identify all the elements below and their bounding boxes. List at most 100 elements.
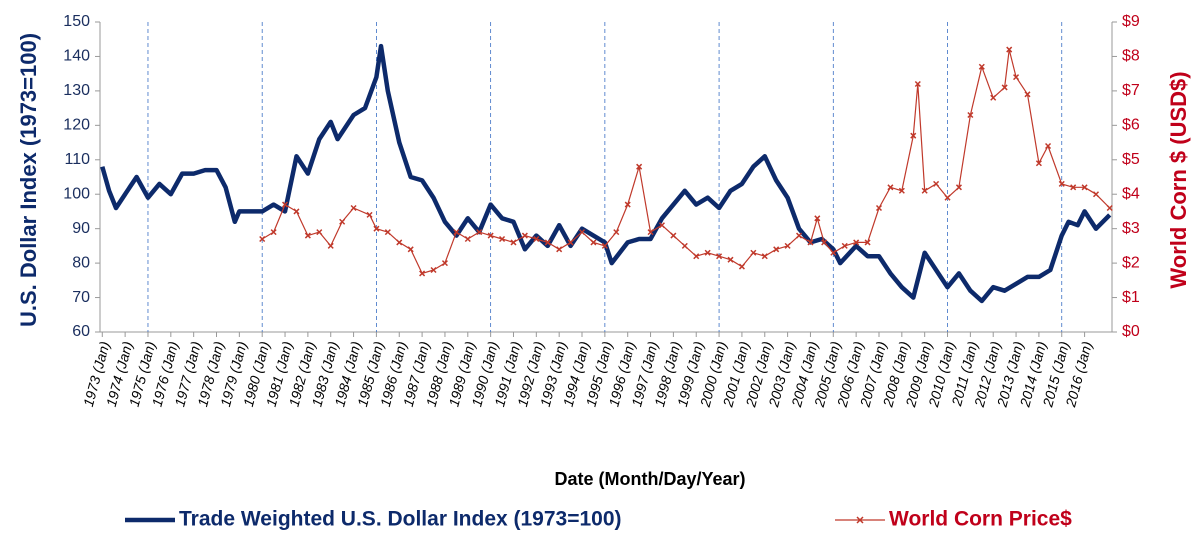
y-tick-label: 70 [72, 289, 90, 306]
legend-label: Trade Weighted U.S. Dollar Index (1973=1… [179, 508, 622, 531]
y2-tick-label: $6 [1122, 117, 1140, 134]
y-tick-label: 110 [64, 151, 90, 168]
data-point [350, 204, 357, 212]
data-point [533, 235, 540, 243]
y2-tick-label: $4 [1122, 185, 1140, 202]
data-point [510, 239, 517, 246]
data-point [944, 194, 951, 201]
y-tick-label: 90 [72, 220, 90, 237]
data-point [704, 249, 711, 256]
data-point [282, 201, 289, 208]
data-point [544, 239, 551, 246]
data-point [750, 249, 757, 256]
data-point [914, 80, 921, 88]
y-axis-title: U.S. Dollar Index (1973=100) [16, 33, 41, 327]
data-point [1001, 84, 1008, 91]
data-point [967, 111, 974, 119]
data-point [1058, 180, 1065, 187]
data-point [784, 242, 791, 249]
data-point [293, 208, 300, 215]
data-point [990, 94, 997, 101]
data-point [898, 187, 905, 194]
data-point [647, 229, 654, 236]
data-point [366, 211, 373, 218]
data-point [499, 235, 506, 243]
series-line [261, 49, 1111, 274]
data-point [601, 242, 608, 249]
y2-axis-title: World Corn $ (USD$) [1166, 71, 1191, 288]
data-point [887, 184, 894, 191]
legend-label: World Corn Price$ [889, 508, 1072, 531]
data-point [933, 180, 940, 187]
data-point [636, 163, 643, 170]
data-point [658, 222, 665, 229]
data-point [316, 229, 323, 236]
data-point [373, 225, 380, 232]
data-point [681, 242, 688, 249]
data-point [773, 246, 780, 253]
data-point [624, 201, 631, 208]
data-point [270, 229, 277, 236]
data-point [864, 239, 871, 246]
data-point [1106, 204, 1113, 212]
data-point [1024, 91, 1031, 98]
data-point [1006, 46, 1013, 53]
data-point [738, 263, 745, 270]
y2-tick-label: $0 [1122, 323, 1140, 340]
data-point [821, 239, 828, 246]
data-point [796, 232, 803, 239]
data-point [327, 242, 334, 249]
y2-tick-label: $1 [1122, 289, 1140, 306]
data-point [578, 229, 586, 236]
data-point [670, 232, 677, 239]
series-line [100, 43, 1112, 304]
data-point [487, 232, 494, 239]
data-point [556, 246, 563, 253]
data-point [807, 239, 814, 246]
data-point [590, 239, 597, 246]
data-point [875, 204, 883, 212]
data-point [521, 232, 528, 239]
data-point [921, 187, 928, 194]
data-point [396, 239, 403, 246]
y2-tick-label: $2 [1122, 254, 1140, 271]
y-tick-label: 60 [72, 323, 90, 340]
data-point [841, 242, 848, 249]
y2-tick-label: $8 [1122, 48, 1140, 65]
data-point [259, 235, 266, 243]
data-point [419, 270, 426, 277]
data-point [567, 239, 574, 246]
data-point [1013, 74, 1020, 81]
y2-tick-label: $9 [1122, 13, 1140, 30]
y-tick-label: 150 [63, 13, 90, 30]
data-point [727, 256, 734, 263]
data-point [910, 132, 917, 139]
data-point [1045, 142, 1052, 150]
data-point [407, 246, 414, 253]
data-point [304, 232, 311, 239]
data-point [716, 253, 723, 260]
data-point [955, 184, 962, 191]
y-tick-label: 130 [63, 82, 90, 99]
y-tick-label: 120 [63, 117, 90, 134]
data-point [613, 229, 620, 236]
y-tick-label: 140 [63, 48, 90, 65]
data-point [1035, 160, 1042, 167]
data-point [1070, 184, 1077, 191]
data-point [430, 266, 437, 274]
data-point [441, 260, 448, 267]
y2-tick-label: $7 [1122, 82, 1140, 99]
data-point [853, 239, 860, 246]
data-point [453, 229, 460, 236]
data-point [978, 63, 985, 70]
data-point [476, 229, 483, 236]
y2-tick-label: $3 [1122, 220, 1140, 237]
data-point [830, 249, 837, 256]
data-point [693, 253, 700, 260]
data-point [1081, 184, 1088, 191]
data-point [339, 218, 346, 225]
data-point [814, 215, 821, 222]
y-tick-label: 80 [72, 254, 90, 271]
data-point [384, 229, 391, 236]
